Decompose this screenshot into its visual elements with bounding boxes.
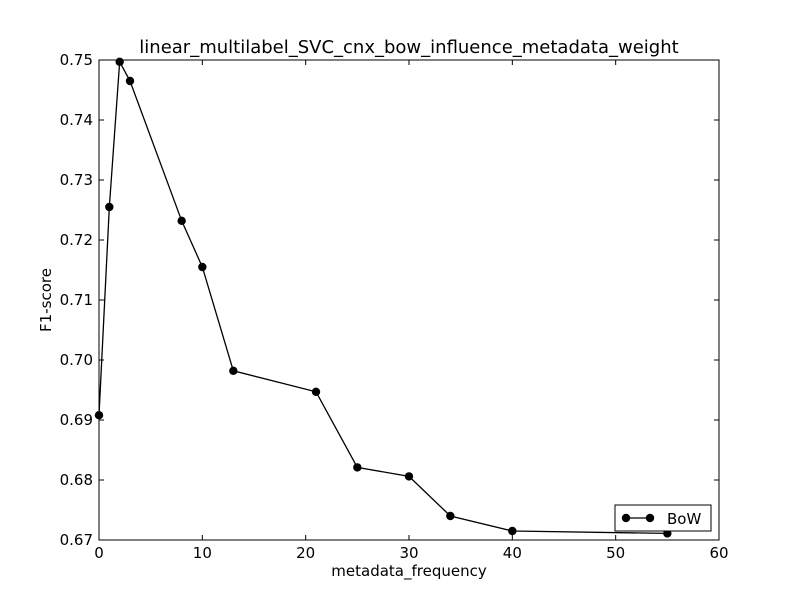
x-tick-label: 10 (193, 544, 212, 562)
data-point (125, 76, 135, 86)
data-point (446, 511, 455, 521)
data-point (404, 472, 414, 481)
y-tick-label: 0.69 (60, 411, 93, 429)
data-point (229, 366, 238, 375)
data-point (115, 57, 124, 66)
y-tick-label: 0.72 (60, 231, 93, 249)
legend: BoW (614, 504, 712, 532)
data-point (311, 387, 321, 396)
legend-label: BoW (667, 510, 701, 528)
data-point (508, 526, 517, 536)
y-tick-label: 0.71 (60, 291, 93, 309)
data-point (177, 216, 186, 225)
chart-title: linear_multilabel_SVC_cnx_bow_influence_… (139, 37, 678, 58)
x-tick-label: 50 (606, 544, 625, 562)
x-axis-label: metadata_frequency (331, 562, 487, 581)
y-tick-label: 0.73 (60, 171, 93, 189)
y-tick-label: 0.70 (60, 351, 93, 369)
y-tick-label: 0.75 (60, 51, 93, 69)
x-tick-label: 40 (503, 544, 522, 562)
x-tick-label: 0 (94, 544, 104, 562)
y-axis-label: F1-score (37, 268, 55, 332)
x-tick-label: 60 (709, 544, 728, 562)
y-tick-label: 0.67 (60, 531, 93, 549)
x-tick-label: 20 (296, 544, 315, 562)
x-tick-label: 30 (399, 544, 418, 562)
legend-marker (621, 513, 631, 523)
data-point (198, 262, 207, 272)
axes: 0 10 20 30 40 50 60 0.67 0.68 0.69 0.70 0.71 0.72 0.7… (60, 51, 729, 562)
data-point (105, 202, 114, 212)
data-point (353, 463, 362, 472)
y-tick-label: 0.68 (60, 471, 93, 489)
y-tick-label: 0.74 (60, 111, 93, 129)
legend-marker (645, 513, 655, 523)
